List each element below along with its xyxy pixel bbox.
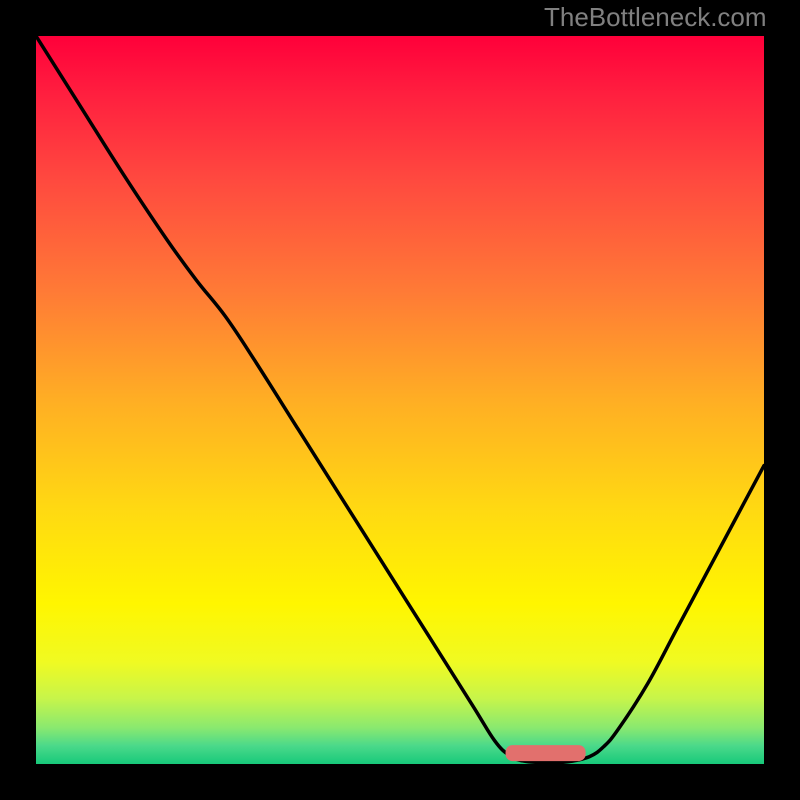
chart-root: TheBottleneck.com — [0, 0, 800, 800]
gradient-fill — [36, 36, 764, 764]
watermark-text: TheBottleneck.com — [544, 2, 767, 33]
chart-svg — [0, 0, 800, 800]
optimal-marker — [506, 745, 586, 761]
